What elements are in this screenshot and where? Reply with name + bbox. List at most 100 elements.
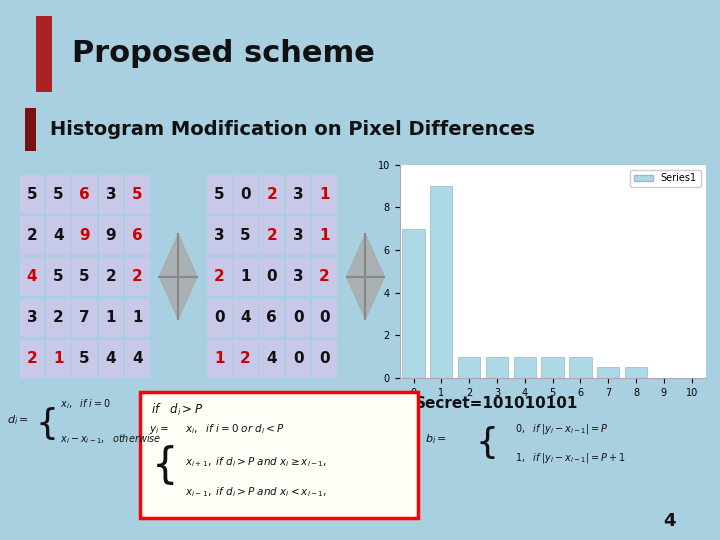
- Text: 5: 5: [79, 269, 90, 284]
- FancyBboxPatch shape: [72, 299, 97, 337]
- Text: $\{$: $\{$: [35, 404, 55, 442]
- FancyBboxPatch shape: [46, 176, 71, 214]
- Text: $b_i =$: $b_i =$: [425, 433, 446, 447]
- Text: 1: 1: [240, 269, 251, 284]
- FancyBboxPatch shape: [125, 176, 150, 214]
- Text: 6: 6: [79, 187, 90, 202]
- Text: 5: 5: [53, 269, 63, 284]
- Text: 5: 5: [79, 352, 90, 367]
- FancyBboxPatch shape: [259, 176, 284, 214]
- Text: 4: 4: [27, 269, 37, 284]
- Text: 3: 3: [214, 228, 225, 243]
- FancyBboxPatch shape: [125, 340, 150, 378]
- Bar: [541, 356, 564, 378]
- Text: $d_i =$: $d_i =$: [7, 413, 29, 427]
- Text: $\{$: $\{$: [151, 443, 175, 487]
- FancyBboxPatch shape: [99, 299, 123, 337]
- Text: 2: 2: [214, 269, 225, 284]
- Text: Proposed scheme: Proposed scheme: [72, 39, 375, 69]
- FancyBboxPatch shape: [259, 217, 284, 255]
- FancyBboxPatch shape: [286, 340, 310, 378]
- FancyBboxPatch shape: [312, 340, 337, 378]
- Text: 2: 2: [106, 269, 117, 284]
- Bar: [570, 356, 592, 378]
- FancyBboxPatch shape: [233, 258, 258, 296]
- Text: 1: 1: [53, 352, 63, 367]
- Text: 4: 4: [663, 512, 676, 530]
- Text: $x_i,$  if $i = 0$: $x_i,$ if $i = 0$: [60, 397, 111, 410]
- Text: 0: 0: [319, 352, 330, 367]
- Text: 4: 4: [53, 228, 63, 243]
- Legend: Series1: Series1: [629, 170, 701, 187]
- Text: 0: 0: [266, 269, 277, 284]
- FancyBboxPatch shape: [233, 217, 258, 255]
- Polygon shape: [346, 234, 384, 319]
- FancyBboxPatch shape: [233, 176, 258, 214]
- Text: 0: 0: [293, 310, 303, 325]
- Text: 2: 2: [266, 228, 277, 243]
- FancyBboxPatch shape: [286, 217, 310, 255]
- FancyBboxPatch shape: [19, 340, 45, 378]
- Text: $x_i - x_{i-1},$  otherwise: $x_i - x_{i-1},$ otherwise: [60, 432, 161, 446]
- Text: 2: 2: [27, 352, 37, 367]
- FancyBboxPatch shape: [207, 176, 232, 214]
- FancyBboxPatch shape: [286, 176, 310, 214]
- Text: 0: 0: [319, 310, 330, 325]
- FancyBboxPatch shape: [125, 258, 150, 296]
- Text: 3: 3: [293, 269, 303, 284]
- FancyBboxPatch shape: [233, 340, 258, 378]
- Text: 1: 1: [319, 187, 330, 202]
- Text: 2: 2: [266, 187, 277, 202]
- FancyBboxPatch shape: [19, 176, 45, 214]
- Bar: [513, 356, 536, 378]
- FancyBboxPatch shape: [259, 340, 284, 378]
- Text: 4: 4: [132, 352, 143, 367]
- Text: 2: 2: [319, 269, 330, 284]
- FancyBboxPatch shape: [46, 217, 71, 255]
- FancyBboxPatch shape: [140, 392, 418, 518]
- FancyBboxPatch shape: [286, 299, 310, 337]
- Text: 3: 3: [293, 187, 303, 202]
- FancyBboxPatch shape: [312, 299, 337, 337]
- Text: $0,$  if $|y_i - x_{i-1}| = P$: $0,$ if $|y_i - x_{i-1}| = P$: [515, 422, 608, 436]
- Text: $1,$  if $|y_i - x_{i-1}| = P+1$: $1,$ if $|y_i - x_{i-1}| = P+1$: [515, 451, 626, 465]
- Text: 5: 5: [132, 187, 143, 202]
- FancyBboxPatch shape: [46, 299, 71, 337]
- FancyBboxPatch shape: [99, 258, 123, 296]
- Text: Histogram Modification on Pixel Differences: Histogram Modification on Pixel Differen…: [50, 120, 536, 139]
- Text: 6: 6: [132, 228, 143, 243]
- Text: 2: 2: [27, 228, 37, 243]
- Bar: [625, 367, 647, 378]
- Text: 9: 9: [79, 228, 90, 243]
- Text: 3: 3: [293, 228, 303, 243]
- FancyBboxPatch shape: [99, 340, 123, 378]
- FancyBboxPatch shape: [233, 299, 258, 337]
- Text: Secret=101010101: Secret=101010101: [415, 396, 578, 411]
- Text: 1: 1: [132, 310, 143, 325]
- Bar: [458, 356, 480, 378]
- FancyBboxPatch shape: [312, 258, 337, 296]
- FancyBboxPatch shape: [259, 299, 284, 337]
- FancyBboxPatch shape: [99, 217, 123, 255]
- FancyBboxPatch shape: [286, 258, 310, 296]
- Text: 2: 2: [240, 352, 251, 367]
- Bar: [431, 186, 452, 378]
- Text: 6: 6: [266, 310, 277, 325]
- Text: $x_{i-1},$ if $d_i > P$ and $x_i < x_{i-1},$: $x_{i-1},$ if $d_i > P$ and $x_i < x_{i-…: [185, 485, 327, 500]
- Text: 3: 3: [27, 310, 37, 325]
- Text: 5: 5: [214, 187, 225, 202]
- Text: 1: 1: [106, 310, 116, 325]
- FancyBboxPatch shape: [207, 299, 232, 337]
- FancyBboxPatch shape: [19, 299, 45, 337]
- FancyBboxPatch shape: [125, 217, 150, 255]
- Polygon shape: [159, 234, 197, 319]
- Text: $\{$: $\{$: [475, 424, 496, 461]
- Bar: [486, 356, 508, 378]
- Text: 0: 0: [240, 187, 251, 202]
- FancyBboxPatch shape: [46, 340, 71, 378]
- FancyBboxPatch shape: [19, 258, 45, 296]
- Text: 7: 7: [79, 310, 90, 325]
- Text: if   $d_i > P$: if $d_i > P$: [151, 402, 204, 418]
- FancyBboxPatch shape: [312, 176, 337, 214]
- FancyBboxPatch shape: [99, 176, 123, 214]
